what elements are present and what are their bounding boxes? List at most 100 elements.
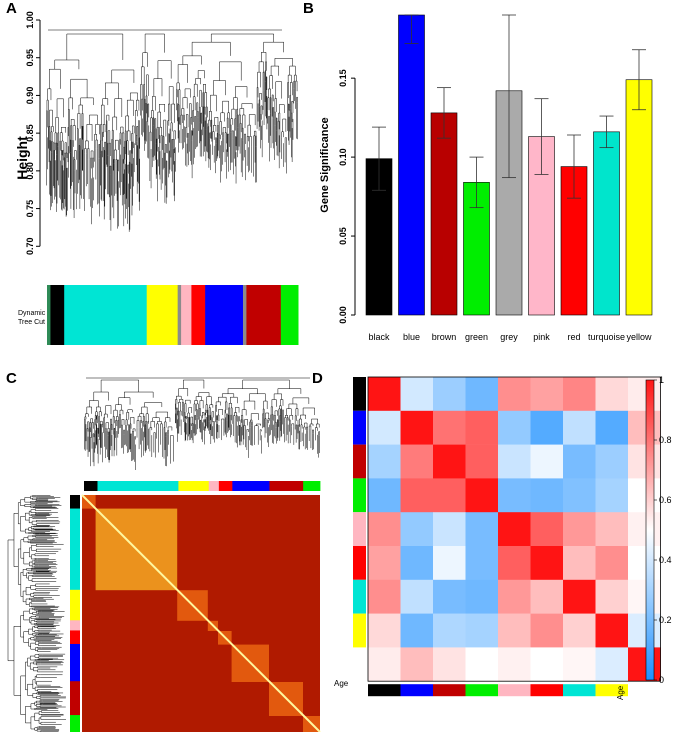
d-heatmap-cell (368, 377, 401, 412)
c-left-module-segment (70, 495, 80, 509)
a-module-strip-segment (146, 285, 179, 345)
b-ytick-label: 0.05 (338, 227, 348, 245)
d-heatmap-cell (400, 579, 434, 614)
c-top-module-segment (232, 481, 270, 491)
d-heatmap-cell (563, 444, 596, 479)
a-module-strip-segment (280, 285, 299, 345)
d-heatmap-cell (530, 478, 564, 513)
panel-b-label: B (303, 0, 314, 17)
b-bar-turquoise (593, 131, 620, 316)
c-left-module-segment (70, 681, 80, 716)
d-row-color-swatch (353, 377, 366, 411)
a-ytick-label: 0.75 (25, 200, 35, 218)
a-module-strip-segment (47, 285, 51, 345)
c-top-module-segment (97, 481, 179, 491)
d-heatmap-cell (530, 613, 564, 648)
panel-a: 0.70 0.75 0.80 0.85 0.90 0.95 1.00 Height Dyna… (0, 0, 300, 350)
panel-d-label: D (312, 370, 323, 387)
panel-d: 0 0.2 0.4 0.6 0.8 1 Age Age (320, 370, 676, 732)
d-heatmap-cell (498, 647, 531, 682)
a-module-strip-segment (242, 285, 247, 345)
panel-d-col-label: Age (616, 685, 625, 700)
b-ylabel: Gene Significance (319, 117, 331, 212)
d-colorbar-label: 0.2 (659, 615, 672, 625)
d-row-color-swatch (353, 444, 366, 479)
panel-d-row-label: Age (334, 679, 349, 688)
d-heatmap-cell (368, 512, 401, 547)
d-heatmap-cell (530, 647, 564, 682)
a-ytick-label: 0.85 (25, 124, 35, 142)
b-xtick-label: red (567, 332, 580, 342)
b-ytick-label: 0.10 (338, 148, 348, 166)
d-heatmap-cell (498, 377, 531, 412)
d-heatmap-cell (498, 613, 531, 648)
c-top-tree-mid (175, 379, 215, 445)
b-xtick-label: turquoise (588, 332, 625, 342)
d-heatmap-cell (628, 647, 661, 682)
a-tree-right (176, 33, 298, 184)
d-heatmap-cell (498, 579, 531, 614)
a-module-strip-segment (191, 285, 206, 345)
a-ytick-label: 0.70 (25, 238, 35, 256)
strip-label-line2: Tree Cut (18, 319, 45, 326)
a-module-strip-segment (181, 285, 192, 345)
d-colorbar-label: 0.8 (659, 435, 672, 445)
b-ytick-label: 0.15 (338, 69, 348, 87)
d-colorbar-label: 0 (659, 675, 664, 685)
d-heatmap-cell (563, 613, 596, 648)
d-heatmap-cell (465, 410, 499, 445)
d-heatmap-cell (465, 579, 499, 614)
panel-b: 0.00 0.05 0.10 0.15 Gene Significance black bl… (300, 0, 676, 350)
d-heatmap-cell (400, 546, 434, 581)
d-heatmap-cell (595, 512, 629, 547)
d-heatmap-cell (400, 444, 434, 479)
d-row-color-swatch (353, 546, 366, 580)
d-heatmap-cell (400, 410, 434, 445)
d-heatmap-cell (498, 478, 531, 513)
d-heatmap-cell (563, 478, 596, 513)
d-heatmap-cell (433, 613, 466, 648)
d-heatmap-cell (530, 579, 564, 614)
d-heatmap-cell (433, 512, 466, 547)
d-heatmap-cell (433, 579, 466, 614)
d-heatmap-cell (628, 613, 661, 648)
d-heatmap-cell (368, 613, 401, 648)
a-module-strip-segment (246, 285, 282, 345)
d-heatmap-cell (530, 410, 564, 445)
d-heatmap-cell (595, 579, 629, 614)
d-col-color-swatch (465, 684, 498, 697)
c-left-module-segment (70, 630, 80, 645)
d-row-color-swatch (353, 410, 366, 445)
d-heatmap-cell (628, 377, 661, 412)
d-heatmap-cell (400, 478, 434, 513)
d-heatmap-cell (498, 546, 531, 581)
a-module-strip-segment (177, 285, 182, 345)
d-heatmap-frame (367, 376, 661, 682)
d-heatmap-cell (530, 546, 564, 581)
d-heatmap-cell (563, 579, 596, 614)
d-heatmap-cell (465, 377, 499, 412)
d-heatmap-cell (498, 444, 531, 479)
a-ytick-label: 1.00 (25, 11, 35, 29)
c-top-module-segment (218, 481, 233, 491)
c-heatmap-diagonal (81, 494, 321, 732)
d-heatmap-cell (465, 478, 499, 513)
panel-a-label: A (6, 0, 17, 17)
b-xtick-label: yellow (626, 332, 652, 342)
c-top-module-segment (303, 481, 321, 491)
d-heatmap-cell (628, 410, 661, 445)
d-heatmap-cell (400, 377, 434, 412)
d-heatmap-cell (433, 478, 466, 513)
d-heatmap-cell (400, 647, 434, 682)
c-left-module-segment (70, 508, 80, 591)
d-col-color-swatch (498, 684, 531, 697)
b-xtick-label: green (465, 332, 488, 342)
d-heatmap-cell (595, 377, 629, 412)
b-xtick-label: blue (403, 332, 420, 342)
d-heatmap-cell (433, 410, 466, 445)
a-module-strip-segment (64, 285, 148, 345)
d-heatmap-cell (498, 410, 531, 445)
d-colorbar-label: 0.6 (659, 495, 672, 505)
d-heatmap-cell (368, 579, 401, 614)
b-ytick-label: 0.00 (338, 306, 348, 324)
